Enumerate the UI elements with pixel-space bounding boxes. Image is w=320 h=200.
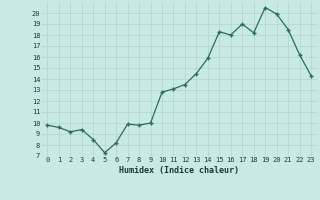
X-axis label: Humidex (Indice chaleur): Humidex (Indice chaleur) [119,166,239,175]
